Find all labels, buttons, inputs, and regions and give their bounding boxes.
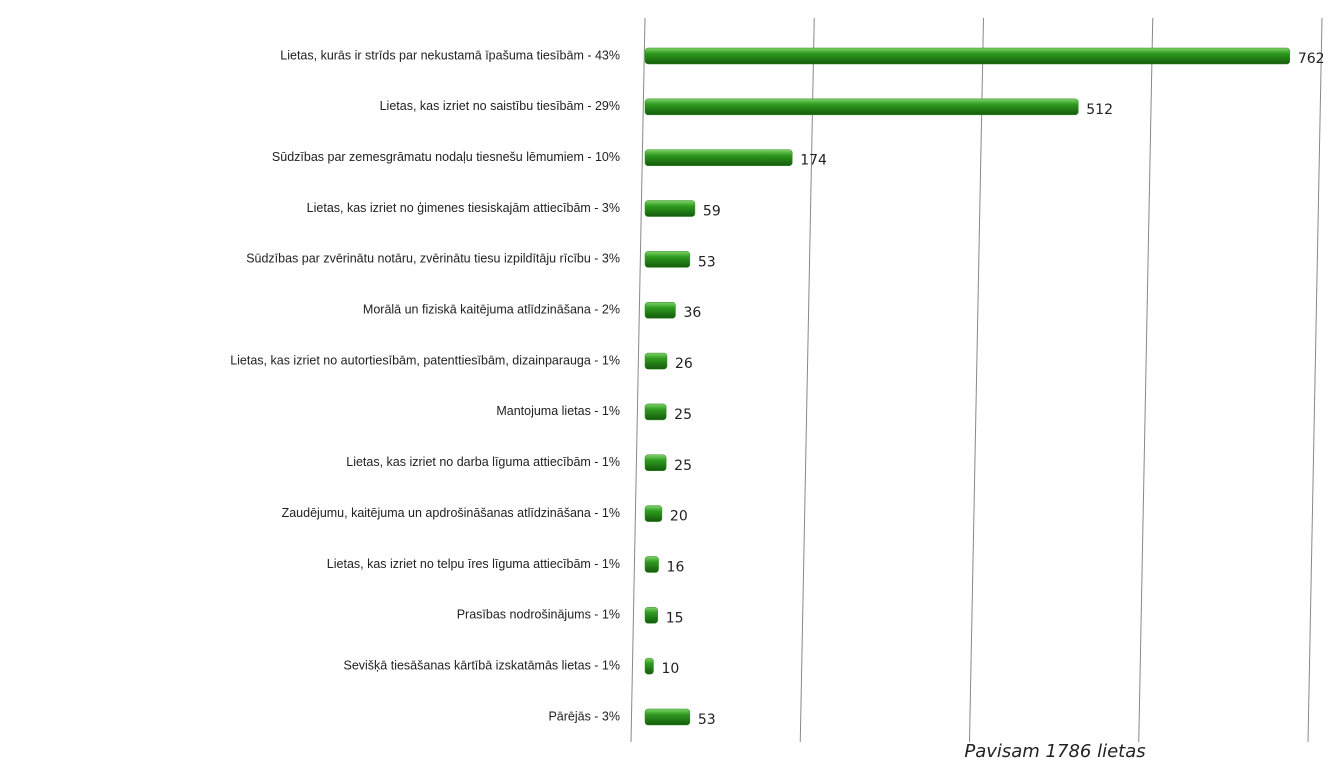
category-label: Sūdzības par zemesgrāmatu nodaļu tiesneš… (272, 150, 620, 164)
value-label: 174 (800, 153, 827, 169)
category-label: Zaudējumu, kaitējuma un apdrošināšanas a… (282, 506, 620, 520)
grid-line (799, 17, 815, 743)
value-label: 26 (675, 356, 693, 372)
bar (644, 47, 1291, 65)
category-label: Prasības nodrošinājums - 1% (457, 608, 620, 622)
annotation: Pavisam 1786 lietas (964, 741, 1145, 762)
category-label: Sūdzības par zvērinātu notāru, zvērinātu… (246, 252, 620, 266)
bar (644, 149, 793, 166)
category-label: Mantojuma lietas - 1% (496, 404, 620, 418)
grid-line (1307, 17, 1323, 743)
category-label: Lietas, kas izriet no ģimenes tiesiskajā… (307, 201, 620, 215)
bar (644, 98, 1079, 116)
bar (644, 505, 663, 522)
value-label: 512 (1086, 102, 1113, 118)
category-label: Morālā un fiziskā kaitējuma atlīdzināšan… (363, 303, 620, 317)
value-label: 25 (674, 458, 692, 474)
value-label: 16 (667, 559, 685, 575)
bar (644, 403, 667, 421)
category-label: Lietas, kas izriet no saistību tiesībām … (380, 99, 620, 113)
bar (644, 708, 691, 726)
value-label: 25 (674, 407, 692, 423)
value-label: 59 (703, 204, 721, 220)
bar (644, 556, 659, 573)
category-label: Lietas, kas izriet no autortiesībām, pat… (230, 353, 620, 367)
value-label: 20 (670, 509, 688, 525)
value-label: 762 (1298, 51, 1325, 67)
value-label: 53 (698, 254, 716, 270)
category-label: Sevišķā tiesāšanas kārtībā izskatāmās li… (343, 658, 620, 672)
bar (644, 301, 676, 319)
bar (644, 352, 668, 370)
value-label: 10 (661, 661, 679, 677)
category-label: Lietas, kas izriet no darba līguma attie… (346, 455, 620, 469)
grid-line (1138, 17, 1154, 743)
value-label: 36 (683, 305, 701, 321)
category-label: Pārējās - 3% (548, 709, 620, 723)
category-label: Lietas, kurās ir strīds par nekustamā īp… (280, 48, 620, 62)
value-label: 15 (666, 610, 684, 626)
bar (644, 200, 696, 217)
bar (644, 657, 654, 675)
bar (644, 454, 667, 472)
grid-line (630, 17, 646, 743)
grid-line (969, 17, 984, 743)
bar (644, 607, 658, 624)
value-label: 53 (698, 712, 716, 728)
bar (644, 251, 691, 268)
category-label: Lietas, kas izriet no telpu īres līguma … (327, 557, 620, 571)
